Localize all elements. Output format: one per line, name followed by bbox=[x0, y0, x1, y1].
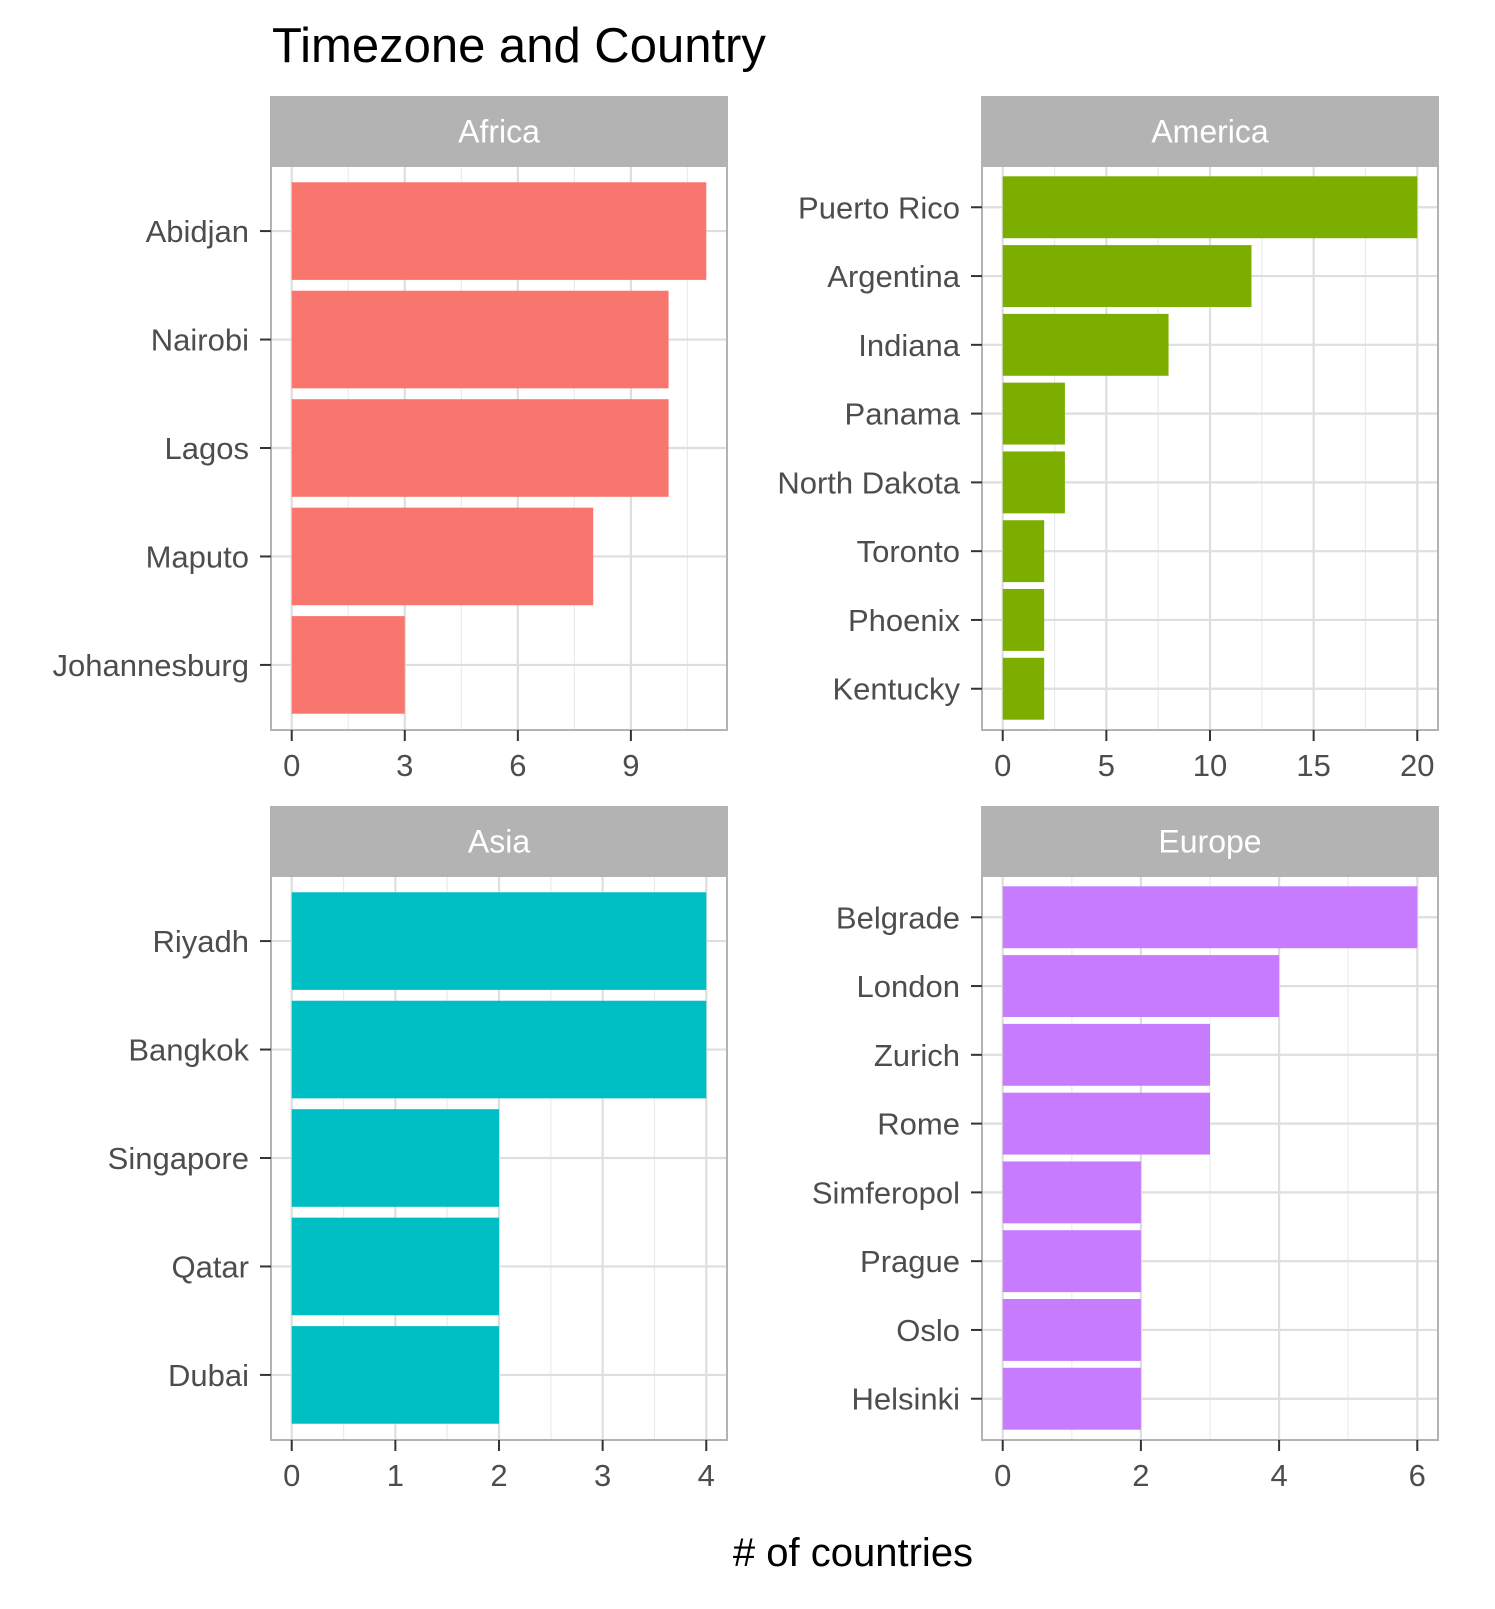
y-tick-label: Nairobi bbox=[151, 323, 249, 358]
bar-prague bbox=[1002, 1230, 1141, 1293]
y-tick-label: Simferopol bbox=[812, 1175, 960, 1210]
bar-kentucky bbox=[1002, 657, 1045, 720]
bar-singapore bbox=[291, 1109, 499, 1207]
y-tick-label: Argentina bbox=[827, 259, 960, 294]
x-tick-label: 6 bbox=[509, 748, 526, 783]
y-tick-label: Kentucky bbox=[832, 672, 960, 707]
y-tick-label: Prague bbox=[860, 1244, 960, 1279]
bar-north-dakota bbox=[1002, 451, 1065, 514]
bar-lagos bbox=[291, 399, 669, 497]
x-axis-label: # of countries bbox=[733, 1531, 973, 1575]
y-tick-label: Lagos bbox=[165, 431, 249, 466]
y-tick-label: Panama bbox=[845, 397, 961, 432]
x-tick-label: 5 bbox=[1098, 748, 1115, 783]
bar-nairobi bbox=[291, 290, 669, 389]
y-tick-label: Qatar bbox=[171, 1249, 249, 1284]
bar-dubai bbox=[291, 1326, 499, 1424]
y-tick-label: Bangkok bbox=[128, 1033, 249, 1068]
bar-maputo bbox=[291, 507, 594, 606]
facet-asia: Asia Riyadh Bangkok Singapore Qatar Dubai 0 1 2 3… bbox=[108, 806, 728, 1493]
facet-strip bbox=[270, 96, 728, 167]
bar-london bbox=[1002, 955, 1280, 1017]
bar-johannesburg bbox=[291, 616, 405, 714]
x-tick-label: 20 bbox=[1400, 748, 1434, 783]
y-tick-label: Zurich bbox=[874, 1038, 960, 1073]
facet-strip-label: Asia bbox=[468, 824, 530, 860]
facet-america: America Puerto Rico Argentina Indiana Panama… bbox=[777, 96, 1439, 783]
bar-qatar bbox=[291, 1217, 499, 1316]
x-tick-label: 2 bbox=[1132, 1458, 1149, 1493]
y-tick-label: London bbox=[857, 969, 960, 1004]
x-tick-label: 10 bbox=[1193, 748, 1227, 783]
y-tick-label: Phoenix bbox=[848, 603, 961, 638]
bar-phoenix bbox=[1002, 589, 1045, 651]
x-tick-label: 15 bbox=[1296, 748, 1330, 783]
y-tick-label: Riyadh bbox=[153, 924, 250, 959]
facet-strip bbox=[270, 806, 728, 877]
x-tick-label: 4 bbox=[698, 1458, 715, 1493]
facet-europe: Europe Belgrade London Zurich Rome Simferopol… bbox=[812, 806, 1439, 1493]
chart-title: Timezone and Country bbox=[272, 19, 766, 73]
facet-strip bbox=[981, 96, 1439, 167]
y-tick-label: Johannesburg bbox=[53, 648, 250, 683]
x-tick-label: 3 bbox=[594, 1458, 611, 1493]
bar-toronto bbox=[1002, 520, 1045, 583]
facet-africa: Africa Abidjan Nairobi Lagos Maputo Johannesb… bbox=[53, 96, 728, 783]
bar-riyadh bbox=[291, 892, 707, 990]
facet-panels: Africa Abidjan Nairobi Lagos Maputo Johannesb… bbox=[53, 96, 1439, 1493]
x-tick-label: 0 bbox=[283, 748, 300, 783]
bar-panama bbox=[1002, 382, 1065, 445]
y-tick-label: Abidjan bbox=[146, 214, 249, 249]
y-tick-label: Helsinki bbox=[851, 1382, 960, 1417]
bar-belgrade bbox=[1002, 886, 1418, 949]
x-tick-label: 0 bbox=[283, 1458, 300, 1493]
x-tick-label: 0 bbox=[994, 748, 1011, 783]
facet-strip-label: Africa bbox=[458, 114, 540, 150]
bar-indiana bbox=[1002, 313, 1169, 376]
x-tick-label: 9 bbox=[622, 748, 639, 783]
y-tick-label: Belgrade bbox=[836, 900, 960, 935]
bar-oslo bbox=[1002, 1299, 1141, 1361]
y-tick-label: Oslo bbox=[896, 1313, 960, 1348]
bar-abidjan bbox=[291, 182, 707, 280]
bar-puerto-rico bbox=[1002, 176, 1418, 239]
y-tick-label: Toronto bbox=[857, 534, 960, 569]
x-tick-label: 6 bbox=[1409, 1458, 1426, 1493]
y-tick-label: Singapore bbox=[108, 1141, 249, 1176]
y-tick-label: Puerto Rico bbox=[798, 190, 960, 225]
facet-strip-label: Europe bbox=[1158, 824, 1261, 860]
bar-helsinki bbox=[1002, 1367, 1141, 1430]
bar-bangkok bbox=[291, 1000, 707, 1099]
x-tick-label: 4 bbox=[1270, 1458, 1287, 1493]
facet-strip-label: America bbox=[1151, 114, 1269, 150]
x-tick-label: 2 bbox=[490, 1458, 507, 1493]
bar-argentina bbox=[1002, 245, 1252, 307]
x-tick-label: 1 bbox=[387, 1458, 404, 1493]
bar-rome bbox=[1002, 1092, 1210, 1155]
y-tick-label: North Dakota bbox=[777, 465, 960, 500]
bar-simferopol bbox=[1002, 1161, 1141, 1224]
y-tick-label: Dubai bbox=[168, 1358, 249, 1393]
bar-zurich bbox=[1002, 1023, 1210, 1086]
x-tick-label: 0 bbox=[994, 1458, 1011, 1493]
y-tick-label: Rome bbox=[877, 1107, 960, 1142]
y-tick-label: Maputo bbox=[146, 539, 249, 574]
y-tick-label: Indiana bbox=[858, 328, 960, 363]
x-tick-label: 3 bbox=[396, 748, 413, 783]
facet-strip bbox=[981, 806, 1439, 877]
